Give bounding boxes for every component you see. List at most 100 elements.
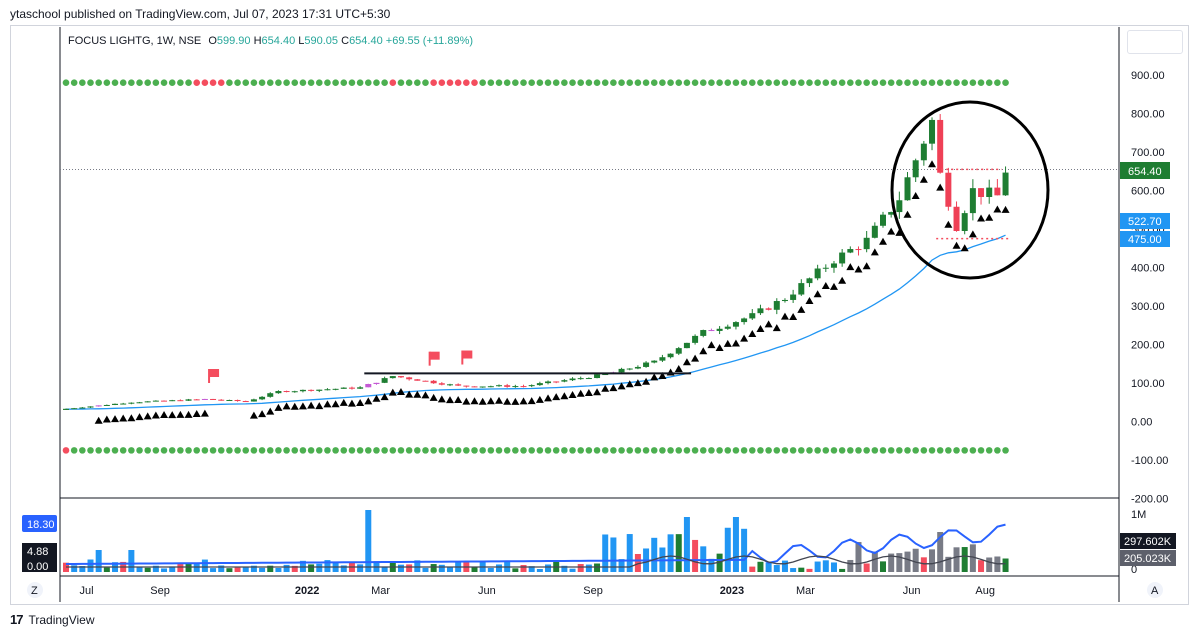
triangle-marker bbox=[854, 265, 863, 273]
candle-body bbox=[986, 187, 993, 197]
volume-bar bbox=[626, 534, 633, 572]
signal-dot-top bbox=[544, 79, 552, 86]
triangle-marker bbox=[127, 414, 136, 422]
signal-dot-top bbox=[773, 79, 781, 86]
candle-body bbox=[283, 391, 290, 393]
signal-dot-bottom bbox=[119, 447, 127, 454]
signal-dot-bottom bbox=[160, 447, 168, 454]
triangle-marker bbox=[789, 312, 798, 320]
volume-bar bbox=[978, 560, 985, 572]
signal-dot-bottom bbox=[773, 447, 781, 454]
candle-body bbox=[438, 383, 445, 385]
signal-dot-bottom bbox=[185, 447, 192, 454]
signal-dot-bottom bbox=[740, 447, 748, 454]
signal-dot-bottom bbox=[291, 447, 299, 454]
volume-bar bbox=[446, 566, 453, 572]
triangle-marker bbox=[593, 388, 602, 396]
triangle-marker bbox=[625, 380, 634, 388]
candle-body bbox=[651, 360, 658, 363]
triangle-marker bbox=[829, 282, 838, 290]
volume-bar bbox=[406, 564, 413, 572]
signal-dot-bottom bbox=[454, 447, 462, 454]
volume-bar bbox=[855, 542, 862, 572]
volume-bar bbox=[765, 562, 772, 572]
candle-body bbox=[994, 187, 1001, 196]
candle-body bbox=[741, 318, 748, 323]
chart-frame[interactable] bbox=[10, 25, 1189, 605]
volume-bar bbox=[790, 568, 797, 572]
signal-dot-top bbox=[765, 79, 772, 86]
volume-bar bbox=[724, 527, 731, 572]
triangle-marker bbox=[633, 379, 642, 387]
high-label: H bbox=[253, 35, 262, 47]
signal-dot-bottom bbox=[266, 447, 274, 454]
auto-scale-button[interactable] bbox=[1147, 582, 1163, 598]
signal-dot-bottom bbox=[136, 447, 143, 454]
volume-text-b: 205.023K bbox=[1124, 553, 1172, 565]
signal-dot-bottom bbox=[936, 447, 944, 454]
triangle-marker bbox=[266, 407, 275, 415]
chart-settings-box[interactable] bbox=[1127, 30, 1183, 54]
triangle-marker bbox=[756, 324, 765, 332]
candle-body bbox=[267, 393, 274, 397]
log-scale-button[interactable] bbox=[27, 582, 43, 598]
signal-dot-top bbox=[953, 79, 960, 86]
candle-body bbox=[152, 400, 159, 402]
candle-body bbox=[275, 391, 282, 394]
triangle-marker bbox=[462, 397, 471, 405]
triangle-marker bbox=[552, 393, 561, 401]
signal-dot-top bbox=[904, 79, 911, 86]
triangle-marker bbox=[960, 244, 969, 252]
triangle-marker bbox=[307, 401, 316, 409]
triangle-marker bbox=[1001, 205, 1010, 213]
volume-bar bbox=[87, 559, 94, 572]
signal-dot-top bbox=[405, 79, 413, 86]
volume-bar bbox=[880, 561, 886, 572]
candle-body bbox=[618, 368, 625, 373]
signal-dot-top bbox=[438, 79, 446, 86]
signal-dot-top bbox=[634, 79, 642, 86]
signal-dot-top bbox=[266, 79, 274, 86]
candle-body bbox=[496, 385, 503, 387]
volume-bar bbox=[920, 557, 927, 572]
signal-dot-bottom bbox=[724, 447, 732, 454]
signal-dot-top bbox=[724, 79, 732, 86]
signal-dot-top bbox=[896, 79, 903, 86]
triangle-marker bbox=[176, 410, 185, 418]
signal-dot-top bbox=[781, 79, 789, 86]
signal-dot-top bbox=[716, 79, 723, 86]
volume-bar bbox=[259, 567, 266, 572]
volume-bar bbox=[594, 563, 601, 572]
triangle-marker bbox=[642, 377, 651, 385]
signal-dot-top bbox=[699, 79, 707, 86]
triangle-marker bbox=[601, 384, 610, 392]
volume-bar bbox=[438, 564, 445, 572]
triangle-marker bbox=[298, 402, 307, 410]
signal-dot-top bbox=[209, 79, 217, 86]
volume-bar bbox=[536, 568, 543, 572]
triangle-marker bbox=[805, 297, 814, 305]
signal-dot-top bbox=[732, 79, 740, 86]
signal-dot-top bbox=[430, 79, 437, 86]
signal-dot-bottom bbox=[626, 447, 634, 454]
candle-body bbox=[912, 160, 919, 178]
triangle-marker bbox=[993, 205, 1002, 213]
volume-bar bbox=[528, 566, 535, 572]
volume-bar bbox=[871, 551, 878, 572]
candle-body bbox=[700, 330, 707, 336]
signal-dot-bottom bbox=[283, 447, 290, 454]
candle-body bbox=[953, 206, 960, 231]
candle-body bbox=[602, 374, 609, 376]
candle-body bbox=[487, 386, 494, 388]
volume-bar bbox=[201, 559, 208, 572]
candle-body bbox=[144, 401, 151, 403]
signal-dot-bottom bbox=[62, 447, 70, 454]
y-tick-label: 0.00 bbox=[1131, 417, 1152, 429]
signal-dot-top bbox=[103, 79, 111, 86]
volume-bar bbox=[520, 565, 527, 572]
signal-dot-bottom bbox=[373, 447, 380, 454]
signal-dot-bottom bbox=[642, 447, 650, 454]
signal-dot-bottom bbox=[830, 447, 838, 454]
volume-bar bbox=[152, 565, 159, 572]
